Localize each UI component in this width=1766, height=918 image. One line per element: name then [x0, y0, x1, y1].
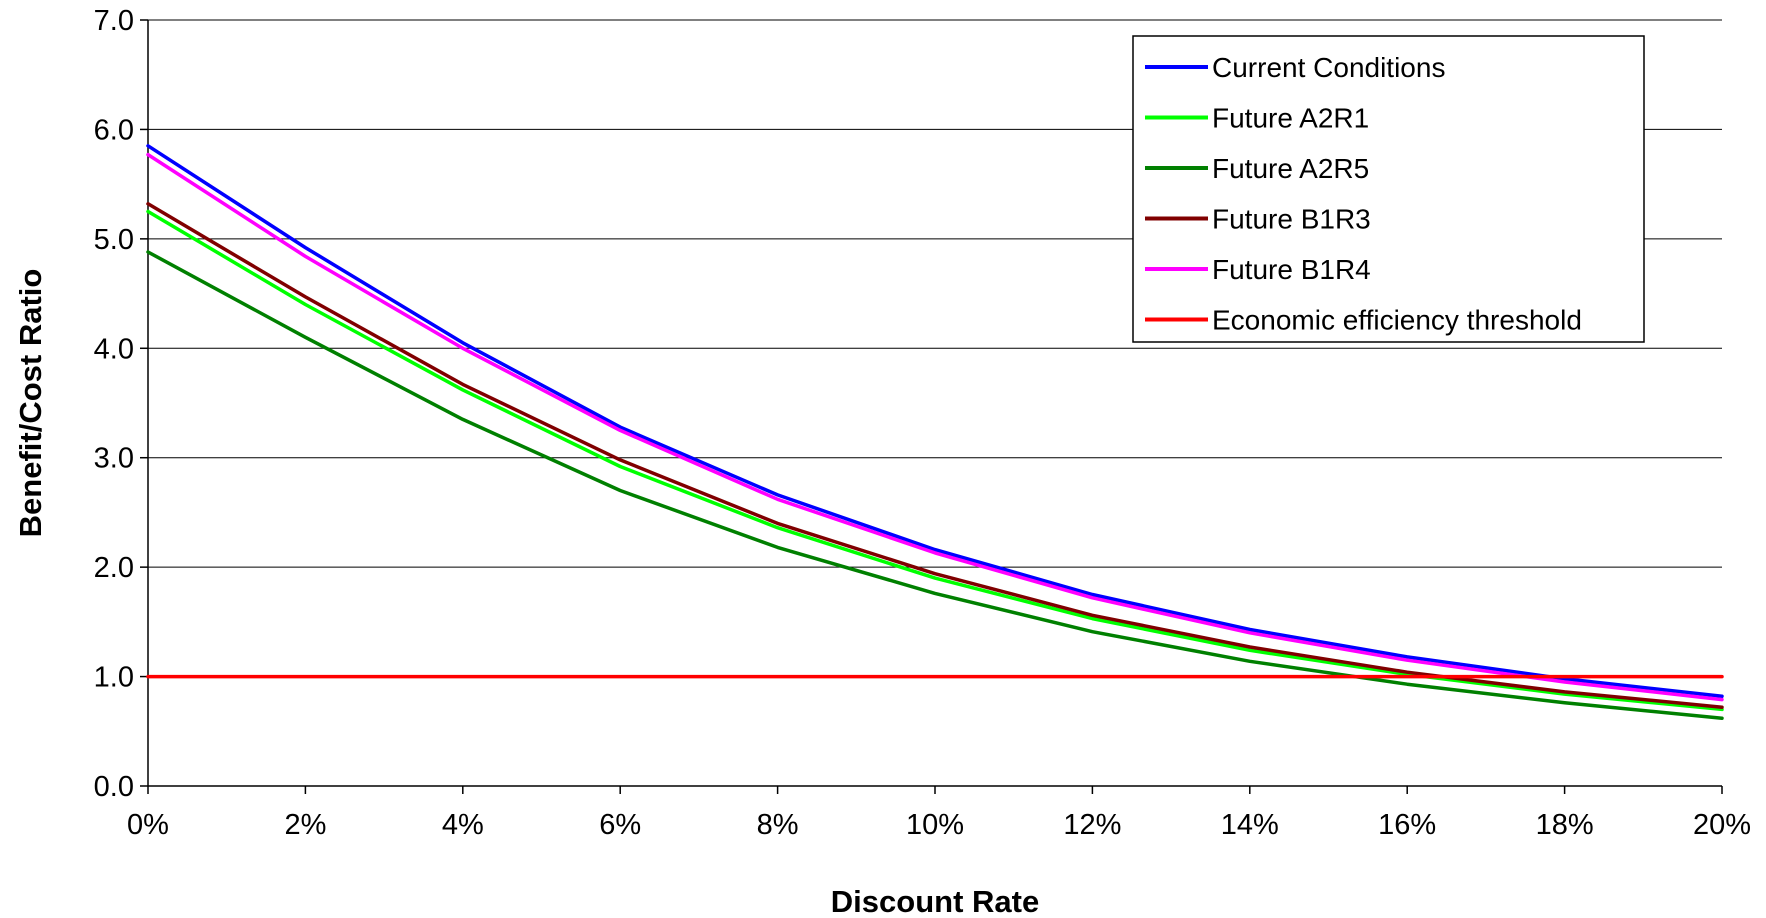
x-tick-label: 14% [1221, 809, 1279, 841]
x-tick-label: 12% [1063, 809, 1121, 841]
x-tick-label: 18% [1536, 809, 1594, 841]
legend-label: Current Conditions [1212, 52, 1445, 83]
legend-label: Future B1R3 [1212, 204, 1371, 235]
legend: Current Conditions Future A2R1 Future A2R5… [1132, 35, 1645, 343]
tick-labels: 0.0 1.0 2.0 3.0 4.0 5.0 6.0 7.0 0% 2% 4% 6% 8% 10% 12%… [94, 5, 1751, 841]
y-tick-label: 6.0 [94, 114, 134, 146]
x-tick-label: 6% [599, 809, 641, 841]
x-tick-label: 8% [757, 809, 799, 841]
series-line-future-b1r3 [146, 202, 1724, 709]
x-tick-label: 16% [1378, 809, 1436, 841]
x-tick-label: 20% [1693, 809, 1751, 841]
x-tick-label: 0% [127, 809, 169, 841]
y-tick-label: 2.0 [94, 552, 134, 584]
legend-label: Future A2R1 [1212, 103, 1369, 134]
legend-label: Future B1R4 [1212, 254, 1371, 285]
x-tick-label: 4% [442, 809, 484, 841]
series-line-future-a2r1 [146, 209, 1724, 712]
legend-label: Future A2R5 [1212, 153, 1369, 184]
x-tick-label: 10% [906, 809, 964, 841]
y-axis-title: Benefit/Cost Ratio [13, 269, 48, 538]
series-line-current-conditions [146, 144, 1724, 699]
legend-label: Economic efficiency threshold [1212, 305, 1582, 336]
series-lines [146, 144, 1724, 720]
x-axis-title: Discount Rate [831, 884, 1039, 918]
y-tick-label: 1.0 [94, 662, 134, 694]
series-line-future-b1r4 [146, 152, 1724, 702]
gridlines [148, 19, 1722, 678]
x-tick-label: 2% [284, 809, 326, 841]
series-line-future-a2r5 [146, 250, 1724, 720]
y-tick-label: 7.0 [94, 5, 134, 37]
y-tick-label: 0.0 [94, 771, 134, 803]
y-tick-label: 3.0 [94, 443, 134, 475]
y-tick-label: 4.0 [94, 333, 134, 365]
y-tick-label: 5.0 [94, 224, 134, 256]
legend-box [1132, 35, 1645, 343]
